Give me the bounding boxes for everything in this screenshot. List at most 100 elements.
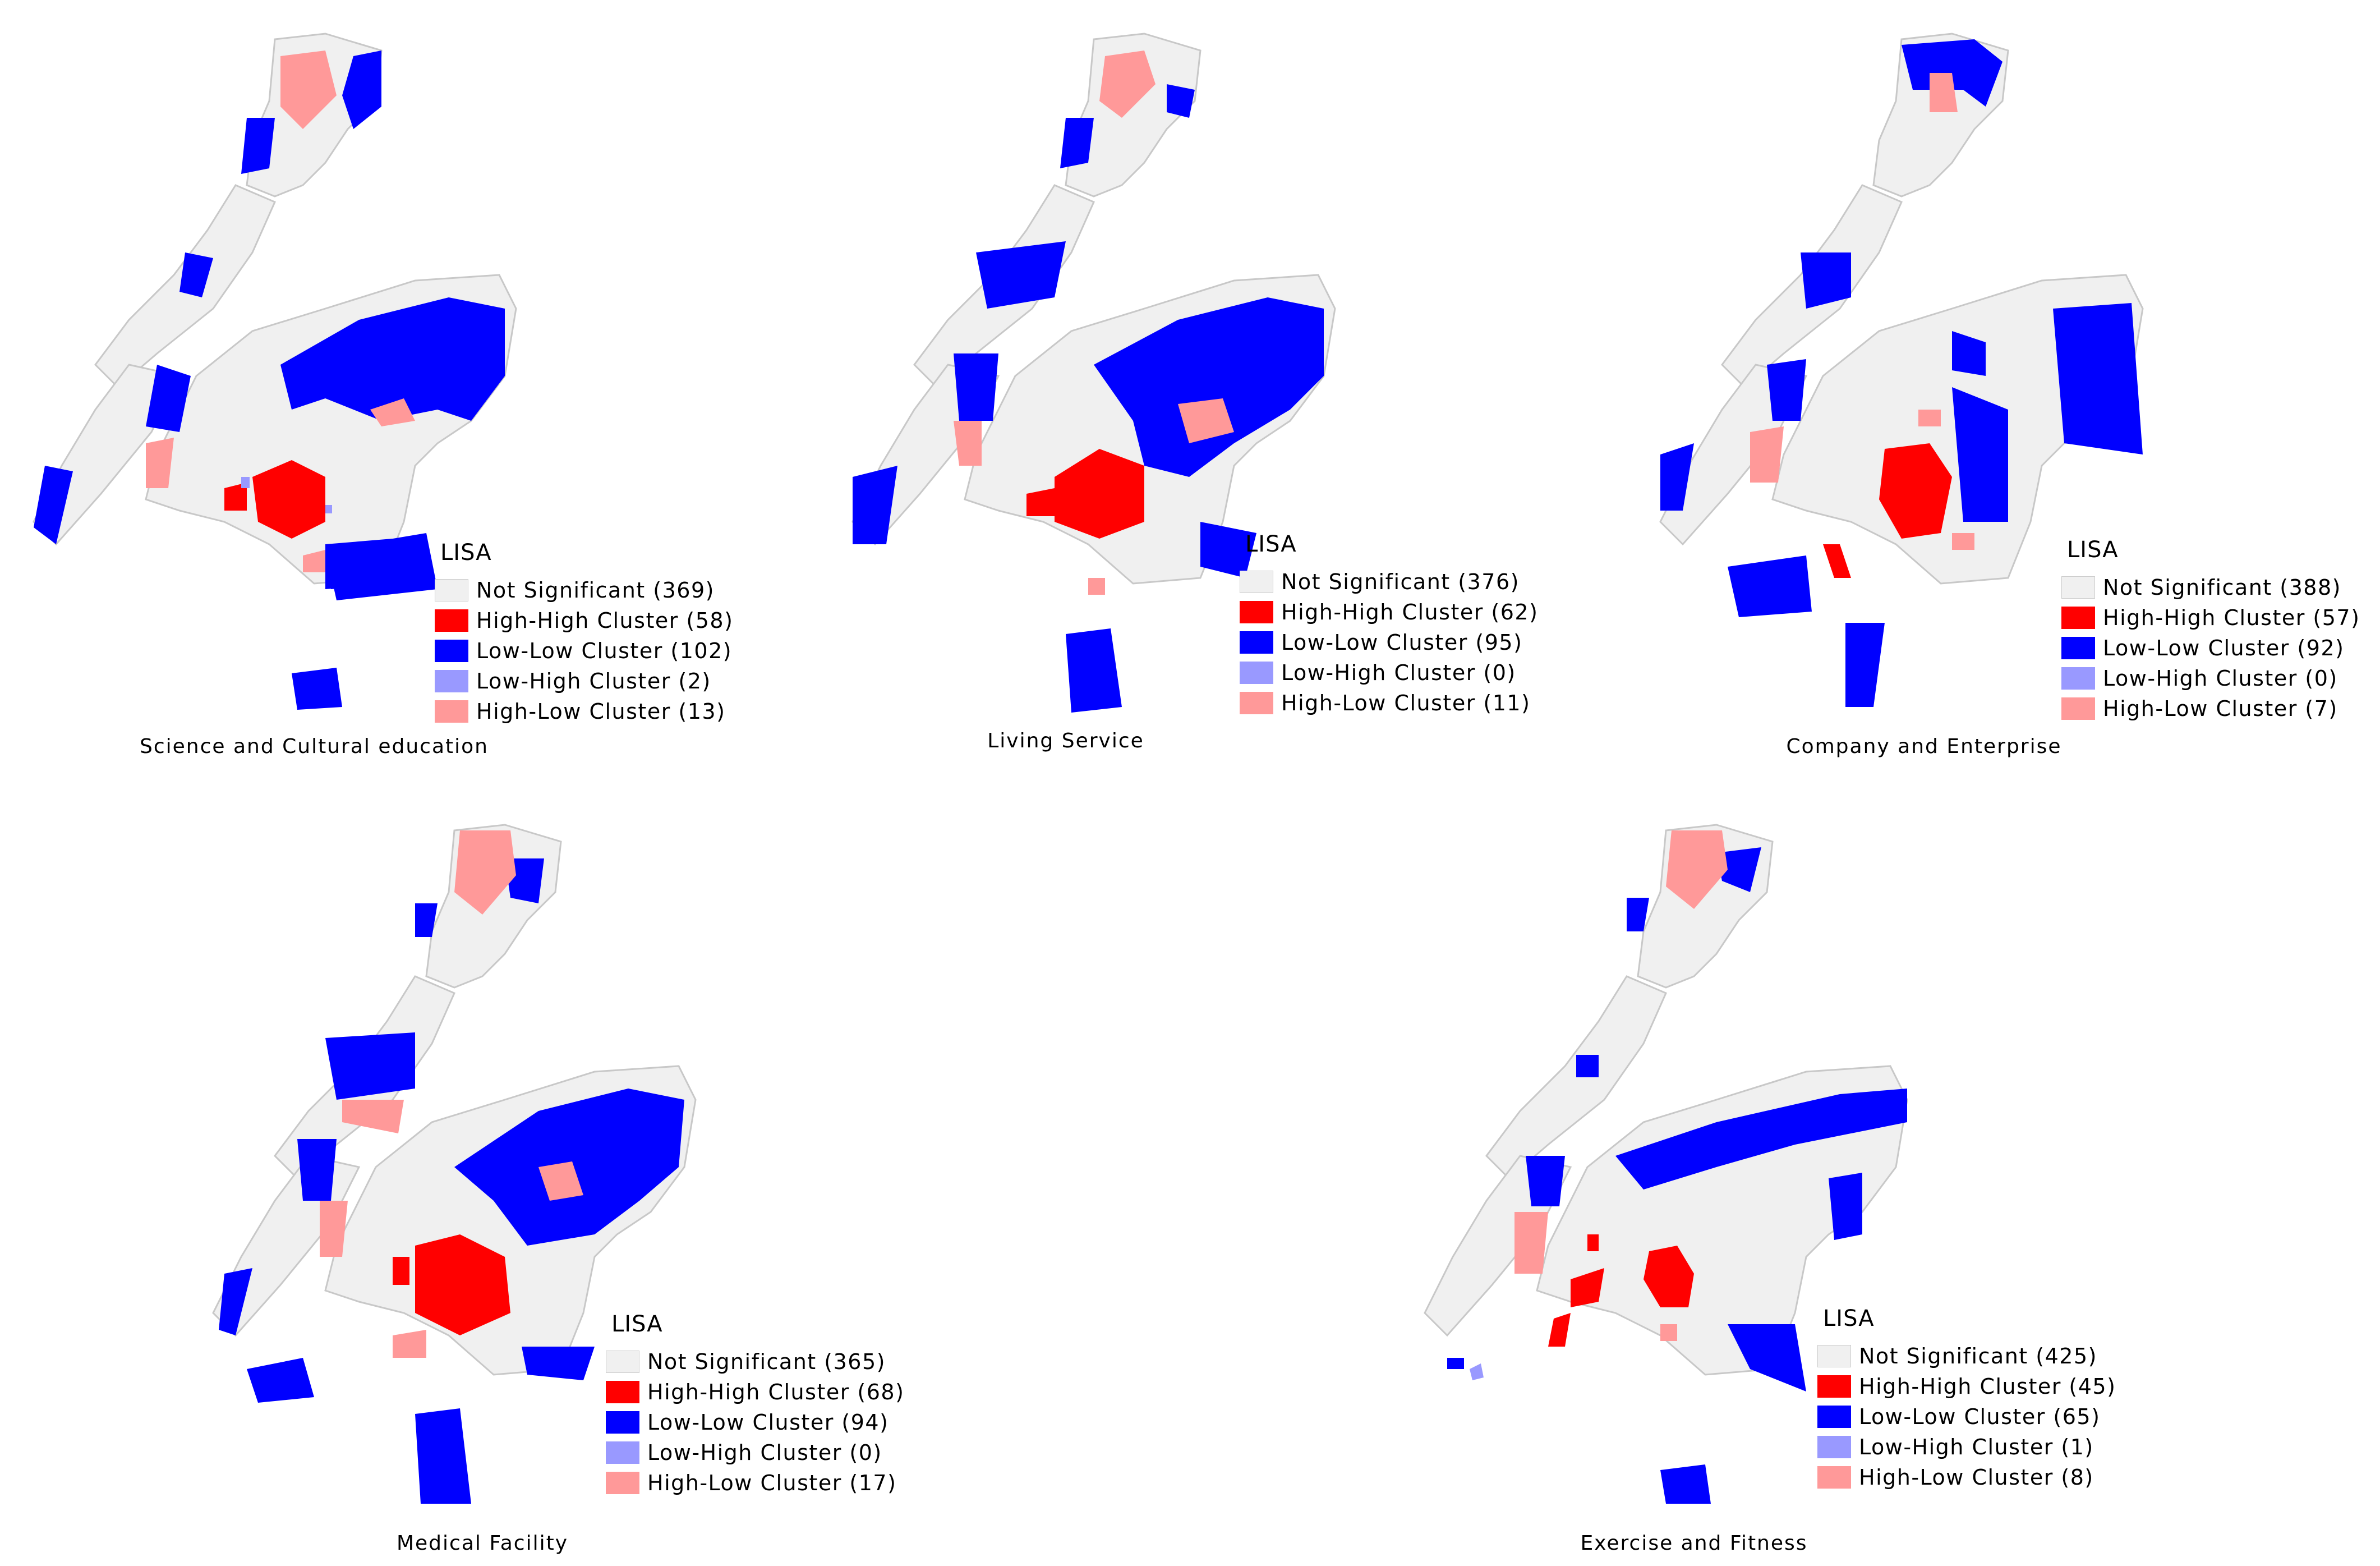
swatch-not-significant [1817,1345,1851,1367]
swatch-not-significant [1240,571,1273,593]
legend-label: Low-High Cluster (0) [647,1440,882,1465]
low-low-districts [853,84,1324,713]
swatch-high-low [606,1472,639,1494]
legend-entry: Not Significant (376) [1240,567,1744,597]
legend-label: Not Significant (425) [1859,1344,2097,1368]
low-low-districts [1447,847,1907,1504]
legend-entry: Low-Low Cluster (95) [1240,627,1744,658]
swatch-high-low [1817,1466,1851,1489]
legend-label: High-Low Cluster (8) [1859,1465,2094,1490]
high-low-districts [146,50,415,572]
legend-label: High-High Cluster (45) [1859,1374,2116,1399]
choropleth-map [33,33,517,710]
swatch-high-high [606,1381,639,1403]
legend-label: High-High Cluster (57) [2103,605,2360,630]
legend-label: High-Low Cluster (13) [476,699,726,724]
legend: LISA Not Significant (376) High-High Clu… [1240,533,1744,718]
legend-title: LISA [1245,531,1297,557]
high-high-districts [224,460,325,539]
legend-entry: Low-High Cluster (2) [435,666,940,696]
swatch-low-high [1240,662,1273,684]
swatch-low-low [1240,631,1273,654]
swatch-low-low [2061,637,2095,659]
choropleth-map [1659,33,2144,707]
swatch-high-low [435,700,468,723]
legend-label: Not Significant (388) [2103,575,2341,600]
legend-title: LISA [611,1311,663,1337]
swatch-low-high [435,670,468,692]
high-high-districts [1548,1234,1694,1347]
legend-entry: High-High Cluster (57) [2061,603,2380,633]
legend-entry: Not Significant (365) [606,1347,1111,1377]
high-low-districts [1514,830,1728,1341]
map-caption: Science and Cultural education [140,735,489,758]
legend-entry: Not Significant (369) [435,575,940,605]
legend-entry: Low-High Cluster (1) [1817,1432,2322,1462]
high-high-districts [1026,449,1144,539]
legend-entry: High-High Cluster (68) [606,1377,1111,1407]
legend-title: LISA [440,540,492,566]
legend-entry: Low-Low Cluster (92) [2061,633,2380,663]
legend-label: Low-Low Cluster (94) [647,1410,889,1435]
legend: LISA Not Significant (365) High-High Clu… [606,1313,1111,1498]
legend: LISA Not Significant (388) High-High Clu… [2061,539,2380,724]
legend-label: High-Low Cluster (11) [1281,691,1531,715]
swatch-not-significant [435,579,468,601]
map-panel-science-cultural-education: LISA Not Significant (369) High-High Clu… [0,0,797,763]
choropleth-map [1424,824,1908,1504]
swatch-high-high [2061,607,2095,629]
legend-label: Low-High Cluster (0) [2103,666,2338,691]
legend-label: High-High Cluster (68) [647,1380,905,1404]
legend-label: Low-Low Cluster (65) [1859,1404,2101,1429]
legend-entry: High-Low Cluster (8) [1817,1462,2322,1492]
map-caption: Exercise and Fitness [1580,1532,1808,1555]
legend-entry: Not Significant (388) [2061,572,2380,603]
high-low-districts [1750,73,1974,550]
legend-label: Low-Low Cluster (102) [476,639,733,663]
swatch-high-high [1817,1375,1851,1398]
low-low-districts [1660,39,2143,707]
high-high-districts [1823,443,1952,578]
swatch-high-high [435,609,468,632]
choropleth-map [212,824,697,1504]
swatch-not-significant [2061,576,2095,599]
legend-label: High-Low Cluster (7) [2103,696,2338,721]
legend-label: Low-High Cluster (0) [1281,660,1516,685]
legend-label: Low-Low Cluster (95) [1281,630,1523,655]
swatch-high-high [1240,601,1273,623]
legend-label: Not Significant (376) [1281,570,1520,594]
legend-title: LISA [1823,1306,1875,1331]
legend-entry: High-High Cluster (45) [1817,1371,2322,1402]
legend-entry: High-Low Cluster (13) [435,696,940,727]
legend-label: Not Significant (369) [476,578,715,603]
legend-entry: High-High Cluster (58) [435,605,940,636]
map-panel-living-service: LISA Not Significant (376) High-High Clu… [808,0,1593,763]
map-panel-exercise-fitness: LISA Not Significant (425) High-High Clu… [1391,797,2199,1566]
map-panel-company-enterprise: LISA Not Significant (388) High-High Clu… [1615,0,2380,763]
legend-entry: Low-High Cluster (0) [606,1438,1111,1468]
map-caption: Company and Enterprise [1786,735,2062,758]
swatch-low-high [1817,1436,1851,1458]
high-low-districts [320,830,583,1358]
legend-label: High-High Cluster (62) [1281,600,1539,624]
map-panel-medical-facility: LISA Not Significant (365) High-High Clu… [179,797,976,1566]
map-caption: Living Service [987,729,1144,752]
swatch-low-low [606,1411,639,1434]
legend: LISA Not Significant (369) High-High Clu… [435,541,940,727]
legend-label: Low-High Cluster (2) [476,669,711,694]
swatch-low-low [1817,1406,1851,1428]
high-high-districts [393,1234,510,1335]
legend-entry: High-Low Cluster (7) [2061,694,2380,724]
legend: LISA Not Significant (425) High-High Clu… [1817,1307,2322,1492]
legend-entry: Low-High Cluster (0) [2061,663,2380,694]
legend-entry: Low-Low Cluster (102) [435,636,940,666]
map-caption: Medical Facility [396,1532,569,1555]
legend-entry: Low-Low Cluster (65) [1817,1402,2322,1432]
swatch-low-high [2061,667,2095,690]
legend-label: Low-Low Cluster (92) [2103,636,2345,660]
legend-entry: High-High Cluster (62) [1240,597,1744,627]
high-low-districts [954,50,1234,595]
legend-entry: Low-Low Cluster (94) [606,1407,1111,1438]
legend-label: High-High Cluster (58) [476,608,734,633]
swatch-high-low [2061,697,2095,720]
